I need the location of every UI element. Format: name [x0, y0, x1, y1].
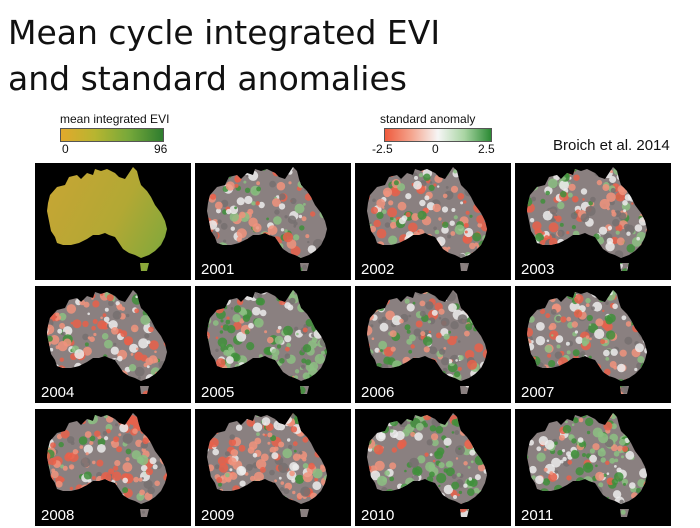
panel-year-label: 2006: [361, 384, 395, 401]
panel-year-label: 2002: [361, 261, 395, 278]
mean-evi-legend-max: 96: [154, 142, 168, 156]
anomaly-colorbar: [384, 128, 492, 142]
title-line-2: and standard anomalies: [8, 59, 407, 98]
map-panel-2008: 2008: [35, 409, 191, 526]
australia-map: [207, 413, 327, 517]
anomaly-legend-label: standard anomaly: [380, 112, 476, 126]
map-panel-2006: 2006: [355, 286, 511, 403]
panel-year-label: 2001: [201, 261, 235, 278]
map-panel-2011: 2011: [515, 409, 671, 526]
australia-map: [367, 413, 487, 517]
title-line-1: Mean cycle integrated EVI: [8, 13, 441, 52]
map-panel-2003: 2003: [515, 163, 671, 280]
citation: Broich et al. 2014: [553, 137, 670, 154]
australia-map: [527, 167, 647, 271]
map-panel-2007: 2007: [515, 286, 671, 403]
map-panel-2009: 2009: [195, 409, 351, 526]
australia-map: [47, 290, 167, 394]
panel-year-label: 2009: [201, 507, 235, 524]
map-panel-2010: 2010: [355, 409, 511, 526]
map-panel-mean-evi: [35, 163, 191, 280]
anomaly-legend-tick-mid: 0: [432, 142, 439, 156]
anomaly-legend-tick-high: 2.5: [478, 142, 495, 156]
mean-evi-legend: mean integrated EVI 0 96: [60, 112, 170, 156]
australia-map: [47, 167, 167, 271]
mean-evi-colorbar: [60, 128, 164, 142]
mean-evi-legend-label: mean integrated EVI: [60, 112, 170, 126]
australia-map: [527, 413, 647, 517]
map-grid: 2001 2002 2003 2004 2005 2006 2007 2008 2009 2010…: [35, 163, 675, 527]
map-panel-2005: 2005: [195, 286, 351, 403]
anomaly-legend-tick-low: -2.5: [372, 142, 393, 156]
australia-map: [527, 290, 647, 394]
australia-map: [207, 167, 327, 271]
panel-year-label: 2004: [41, 384, 75, 401]
map-panel-2002: 2002: [355, 163, 511, 280]
anomaly-legend: standard anomaly -2.5 0 2.5: [372, 112, 502, 156]
mean-evi-legend-min: 0: [62, 142, 69, 156]
panel-year-label: 2011: [521, 507, 554, 524]
panel-year-label: 2008: [41, 507, 75, 524]
page-title: Mean cycle integrated EVI and standard a…: [8, 10, 440, 102]
australia-map: [367, 167, 487, 271]
australia-map: [207, 290, 327, 394]
australia-map: [47, 413, 167, 517]
panel-year-label: 2010: [361, 507, 395, 524]
australia-map: [367, 290, 487, 394]
map-panel-2001: 2001: [195, 163, 351, 280]
panel-year-label: 2005: [201, 384, 235, 401]
panel-year-label: 2003: [521, 261, 555, 278]
map-panel-2004: 2004: [35, 286, 191, 403]
panel-year-label: 2007: [521, 384, 555, 401]
